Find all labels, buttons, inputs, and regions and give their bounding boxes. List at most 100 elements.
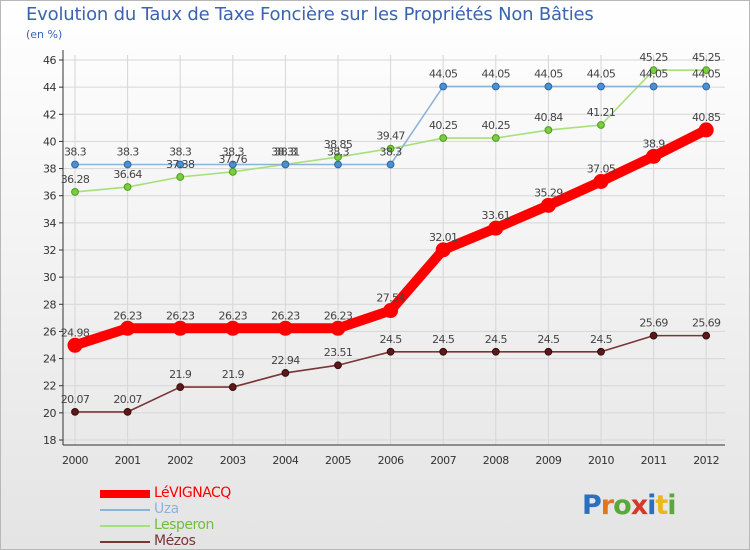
data-point-3 [386, 347, 395, 356]
data-label-1: 44.05 [482, 67, 511, 80]
y-tick-label: 22 [43, 380, 56, 393]
data-point-1 [334, 160, 342, 169]
data-point-3 [439, 347, 448, 356]
data-point-0 [383, 303, 399, 319]
x-tick-label: 2004 [272, 454, 298, 467]
data-label-2: 40.25 [482, 119, 511, 132]
x-tick-label: 2008 [483, 454, 509, 467]
y-tick-label: 32 [43, 244, 56, 257]
data-label-0: 26.23 [113, 309, 142, 322]
y-tick-label: 38 [43, 163, 56, 176]
data-point-2 [228, 167, 237, 176]
data-point-3 [123, 408, 132, 416]
data-label-1: 44.05 [587, 67, 616, 80]
x-tick-label: 2002 [167, 454, 193, 467]
data-label-3: 20.07 [61, 393, 90, 406]
data-point-2 [439, 134, 448, 142]
data-point-3 [544, 347, 553, 356]
data-point-1 [176, 160, 185, 169]
data-label-0: 32.01 [429, 231, 458, 244]
data-point-1 [123, 160, 132, 169]
data-point-3 [597, 347, 605, 356]
data-label-0: 40.85 [692, 111, 721, 124]
data-label-2: 40.25 [429, 119, 458, 132]
x-tick-label: 2012 [693, 454, 719, 467]
x-tick-label: 2005 [325, 454, 351, 467]
data-label-3: 20.07 [113, 393, 142, 406]
data-point-0 [646, 148, 662, 164]
logo-letter: o [613, 490, 632, 521]
x-tick-label: 2006 [378, 454, 404, 467]
data-label-3: 23.51 [324, 346, 353, 359]
data-point-3 [228, 383, 237, 391]
data-point-2 [176, 173, 185, 181]
data-point-2 [123, 183, 132, 191]
data-label-1: 38.3 [64, 146, 87, 159]
y-tick-label: 24 [43, 353, 56, 366]
data-point-0 [277, 320, 293, 336]
data-point-0 [593, 173, 609, 189]
data-point-3 [649, 331, 658, 340]
data-point-1 [71, 160, 79, 169]
data-label-2: 39.47 [376, 130, 405, 143]
x-tick-label: 2011 [641, 454, 667, 467]
x-tick-label: 2007 [430, 454, 456, 467]
data-point-1 [702, 82, 711, 91]
data-label-0: 27.54 [376, 292, 405, 305]
data-label-3: 24.5 [485, 333, 508, 346]
data-point-1 [597, 82, 605, 91]
data-label-1: 38.3 [222, 146, 245, 159]
data-label-2: 40.84 [534, 111, 563, 124]
y-tick-label: 36 [43, 190, 56, 203]
legend-label: Lesperon [154, 517, 214, 533]
legend-swatch [100, 490, 150, 498]
legend-label: LéVIGNACQ [154, 485, 231, 501]
data-label-3: 24.5 [432, 333, 455, 346]
x-tick-label: 2001 [115, 454, 141, 467]
data-label-0: 37.05 [587, 162, 616, 175]
data-label-3: 21.9 [222, 368, 245, 381]
proxiti-logo: Proxiti [582, 490, 677, 521]
data-label-1: 38.3 [169, 146, 192, 159]
data-label-1: 38.3 [117, 146, 140, 159]
data-point-3 [334, 361, 342, 370]
data-point-0 [698, 122, 714, 138]
legend-label: Uza [154, 501, 179, 517]
data-label-0: 35.29 [534, 186, 563, 199]
data-point-0 [435, 242, 451, 258]
y-tick-label: 18 [43, 434, 56, 447]
data-label-0: 26.23 [271, 309, 300, 322]
data-label-2: 37.76 [219, 153, 248, 166]
data-label-1: 44.05 [639, 67, 668, 80]
data-label-2: 38.85 [324, 138, 353, 151]
data-label-2: 37.38 [166, 158, 195, 171]
data-label-3: 25.69 [692, 317, 721, 330]
data-label-0: 33.61 [482, 209, 511, 222]
x-tick-label: 2000 [62, 454, 88, 467]
data-point-2 [491, 134, 500, 142]
x-tick-label: 2010 [588, 454, 614, 467]
logo-letter: i [667, 490, 676, 521]
data-label-0: 26.23 [219, 309, 248, 322]
data-label-1: 44.05 [692, 67, 721, 80]
data-point-0 [120, 320, 136, 336]
data-label-2: 45.25 [639, 51, 668, 64]
data-point-0 [488, 220, 504, 236]
data-point-2 [649, 66, 658, 75]
data-label-3: 21.9 [169, 368, 192, 381]
data-point-2 [386, 144, 395, 153]
y-tick-label: 20 [43, 407, 56, 420]
legend-swatch [100, 525, 150, 527]
y-tick-label: 26 [43, 325, 56, 338]
data-label-1: 38.3 [380, 146, 403, 159]
chart-title: Evolution du Taux de Taxe Foncière sur l… [26, 4, 594, 25]
data-point-2 [71, 188, 79, 196]
data-point-1 [228, 160, 237, 169]
y-tick-label: 34 [43, 217, 56, 230]
data-point-3 [702, 331, 711, 340]
logo-letter: x [630, 490, 648, 521]
data-label-0: 26.23 [324, 309, 353, 322]
data-point-0 [540, 197, 556, 213]
data-point-2 [597, 121, 605, 129]
